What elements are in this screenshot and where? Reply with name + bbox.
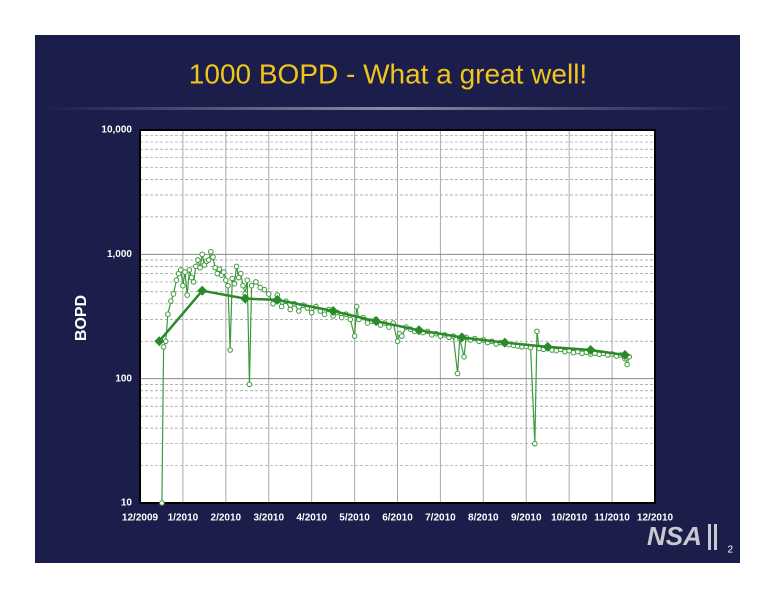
circle-marker (220, 269, 227, 275)
circle-marker (253, 279, 259, 285)
circle-marker (225, 282, 231, 289)
x-tick-label: 2/2010 (211, 513, 242, 524)
circle-marker (197, 264, 203, 271)
circle-marker (216, 266, 223, 272)
y-tick-label: 1,000 (107, 249, 132, 260)
circle-marker (223, 277, 229, 283)
logo: NSA (647, 521, 717, 551)
diamond-marker (456, 332, 467, 343)
circle-marker (210, 254, 216, 260)
logo-bar (708, 524, 711, 550)
diamond-marker (328, 306, 339, 317)
x-tick-label: 12/2009 (122, 513, 159, 524)
circle-marker (353, 303, 360, 310)
plot-border (139, 129, 656, 504)
circle-marker (180, 282, 186, 289)
circle-marker (188, 274, 195, 281)
circle-marker (248, 282, 255, 289)
circle-marker (347, 316, 354, 323)
x-tick-label: 7/2010 (425, 513, 456, 524)
circle-marker (238, 270, 244, 277)
diamond-marker (585, 345, 596, 356)
series-line (158, 289, 626, 357)
diamond-marker (542, 341, 553, 352)
x-tick-label: 10/2010 (551, 513, 588, 524)
circle-marker (184, 292, 191, 298)
circle-marker (295, 308, 302, 314)
x-tick-label: 4/2010 (296, 513, 327, 524)
page-number: 2 (727, 545, 733, 556)
circle-marker (168, 298, 174, 304)
circle-marker (257, 284, 263, 291)
circle-marker (394, 338, 401, 345)
x-tick-label: 5/2010 (339, 513, 370, 524)
circle-marker (244, 277, 251, 283)
circle-marker (231, 280, 238, 287)
circle-marker (308, 309, 315, 316)
circle-marker (246, 381, 253, 388)
diamond-marker (371, 316, 382, 327)
diamond-marker (413, 325, 424, 336)
circle-marker (186, 267, 193, 273)
circle-marker (177, 267, 184, 273)
circle-marker (321, 311, 328, 317)
y-tick-label: 10 (121, 498, 133, 509)
circle-marker (351, 333, 358, 339)
circle-marker (532, 440, 538, 447)
circle-marker (261, 286, 268, 293)
diamond-marker (197, 285, 208, 296)
x-tick-label: 12/2010 (637, 513, 674, 524)
x-tick-label: 8/2010 (468, 513, 499, 524)
circle-marker (160, 344, 167, 350)
diamond-marker (499, 337, 510, 348)
circle-marker (270, 301, 276, 307)
y-tick-label: 10,000 (101, 125, 132, 136)
circle-marker (208, 248, 214, 255)
circle-marker (287, 306, 294, 313)
chart-title: 1000 BOPD - What a great well! (189, 58, 587, 89)
circle-marker (190, 279, 197, 285)
circle-marker (205, 257, 212, 263)
circle-marker (278, 303, 285, 310)
circle-marker (461, 353, 467, 360)
x-tick-label: 9/2010 (511, 513, 542, 524)
circle-marker (265, 291, 272, 297)
circle-marker (199, 251, 206, 258)
circle-marker (173, 277, 180, 283)
circle-marker (165, 311, 171, 317)
circle-marker (182, 269, 188, 275)
x-tick-label: 3/2010 (253, 513, 284, 524)
circle-marker (240, 282, 246, 289)
circle-marker (159, 500, 165, 506)
diamond-marker (240, 293, 251, 304)
circle-marker (229, 275, 236, 282)
circle-marker (227, 347, 233, 353)
circle-marker (338, 314, 345, 321)
logo-bar (714, 524, 717, 550)
diamond-marker (619, 350, 630, 361)
circle-marker (398, 333, 405, 339)
circle-marker (534, 328, 540, 335)
x-tick-label: 11/2010 (594, 513, 630, 524)
circle-marker (624, 361, 630, 368)
title-separator (40, 107, 735, 110)
diamond-marker (154, 336, 165, 347)
circle-marker (454, 370, 461, 377)
diamond-marker (272, 294, 283, 305)
y-tick-label: 100 (115, 373, 132, 384)
logo-text: NSA (647, 521, 702, 551)
y-axis-label: BOPD (73, 295, 90, 341)
circle-marker (170, 291, 177, 297)
circle-marker (233, 263, 240, 270)
x-tick-label: 1/2010 (168, 513, 199, 524)
x-tick-label: 6/2010 (382, 513, 413, 524)
circle-marker (195, 257, 201, 263)
